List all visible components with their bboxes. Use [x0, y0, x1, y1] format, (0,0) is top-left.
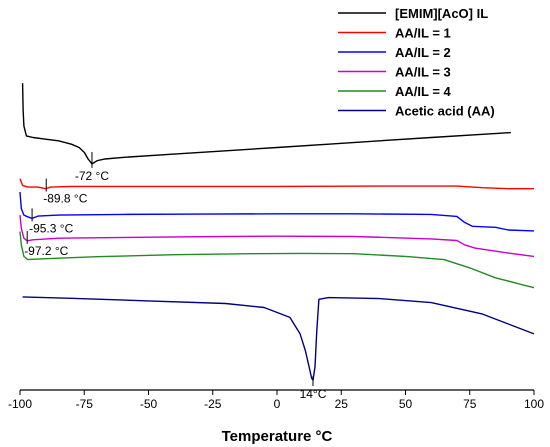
annotation-label: -89.8 °C	[43, 192, 87, 206]
x-axis-ticks: -100 -75 -50 -25 0 25 50 75 100	[8, 390, 544, 411]
x-tick-label: 100	[524, 397, 544, 411]
x-tick-label: 75	[463, 397, 477, 411]
x-tick-label: 0	[274, 397, 281, 411]
series-line-4	[19, 215, 535, 258]
x-tick-label: -25	[204, 397, 222, 411]
series-line-6	[22, 296, 535, 381]
annotation-label: -95.3 °C	[29, 221, 73, 235]
series-line-3	[19, 191, 535, 232]
legend-entry-label: AA/IL = 4	[395, 84, 452, 99]
plot-area: -72 °C -89.8 °C -95.3 °C -97.2 °C 14°C	[19, 83, 535, 401]
x-tick-label: -75	[76, 397, 94, 411]
legend-entry-label: [EMIM][AcO] IL	[395, 6, 488, 21]
x-tick-label: 25	[335, 397, 349, 411]
legend-entry-label: Acetic acid (AA)	[395, 104, 495, 119]
annotation-label: 14°C	[300, 387, 327, 401]
series-line-2	[19, 178, 534, 190]
x-tick-label: -100	[8, 397, 32, 411]
legend: [EMIM][AcO] IL AA/IL = 1 AA/IL = 2 AA/IL = …	[338, 6, 495, 119]
legend-entry-label: AA/IL = 3	[395, 65, 451, 80]
x-tick-label: -50	[140, 397, 158, 411]
x-axis-label: Temperature °C	[222, 428, 333, 445]
series-line-5	[19, 231, 535, 289]
annotation-label: -97.2 °C	[24, 244, 68, 258]
annotation-label: -72 °C	[75, 169, 109, 183]
legend-entry-label: AA/IL = 1	[395, 26, 451, 41]
x-tick-label: 50	[399, 397, 413, 411]
legend-entry-label: AA/IL = 2	[395, 45, 451, 60]
